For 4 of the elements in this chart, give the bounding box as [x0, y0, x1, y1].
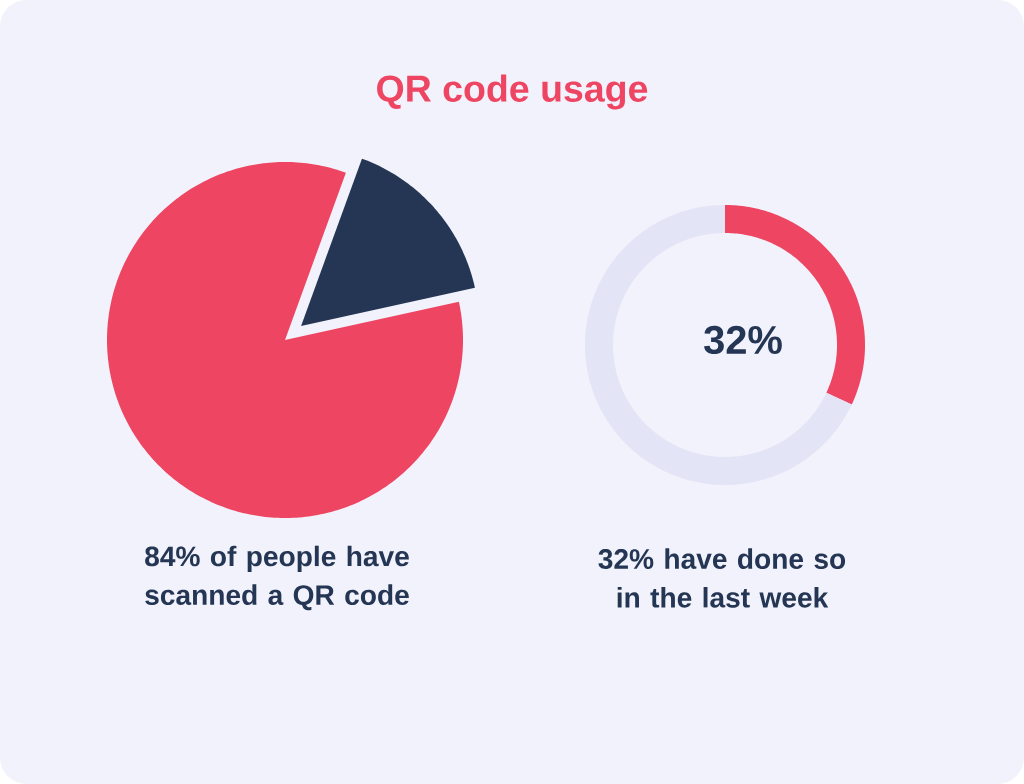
text: 32%	[704, 325, 782, 355]
text: 84% of people have scanned a QR code	[145, 545, 409, 611]
chart-title: QR code usage	[377, 74, 648, 110]
text: 32% have done so in the last week	[598, 548, 846, 608]
